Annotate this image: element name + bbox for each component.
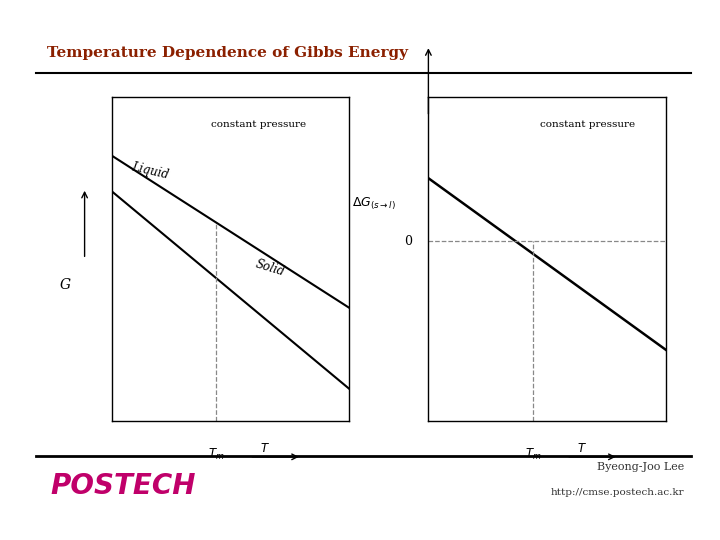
Text: POSTECH: POSTECH xyxy=(50,472,196,500)
Text: Solid: Solid xyxy=(254,258,287,279)
Text: $T$: $T$ xyxy=(577,442,587,455)
Text: Liquid: Liquid xyxy=(130,160,171,181)
Text: Temperature Dependence of Gibbs Energy: Temperature Dependence of Gibbs Energy xyxy=(47,46,408,60)
Text: $T_m$: $T_m$ xyxy=(525,447,541,462)
Text: $T_m$: $T_m$ xyxy=(208,447,225,462)
Text: $\Delta G_{(s \rightarrow l)}$: $\Delta G_{(s \rightarrow l)}$ xyxy=(352,196,397,212)
Text: 0: 0 xyxy=(404,235,412,248)
Text: G: G xyxy=(59,278,71,292)
Text: Byeong-Joo Lee: Byeong-Joo Lee xyxy=(597,462,684,472)
Text: constant pressure: constant pressure xyxy=(540,120,635,129)
Text: http://cmse.postech.ac.kr: http://cmse.postech.ac.kr xyxy=(550,488,684,497)
Text: $T$: $T$ xyxy=(260,442,270,455)
Text: constant pressure: constant pressure xyxy=(212,120,307,129)
